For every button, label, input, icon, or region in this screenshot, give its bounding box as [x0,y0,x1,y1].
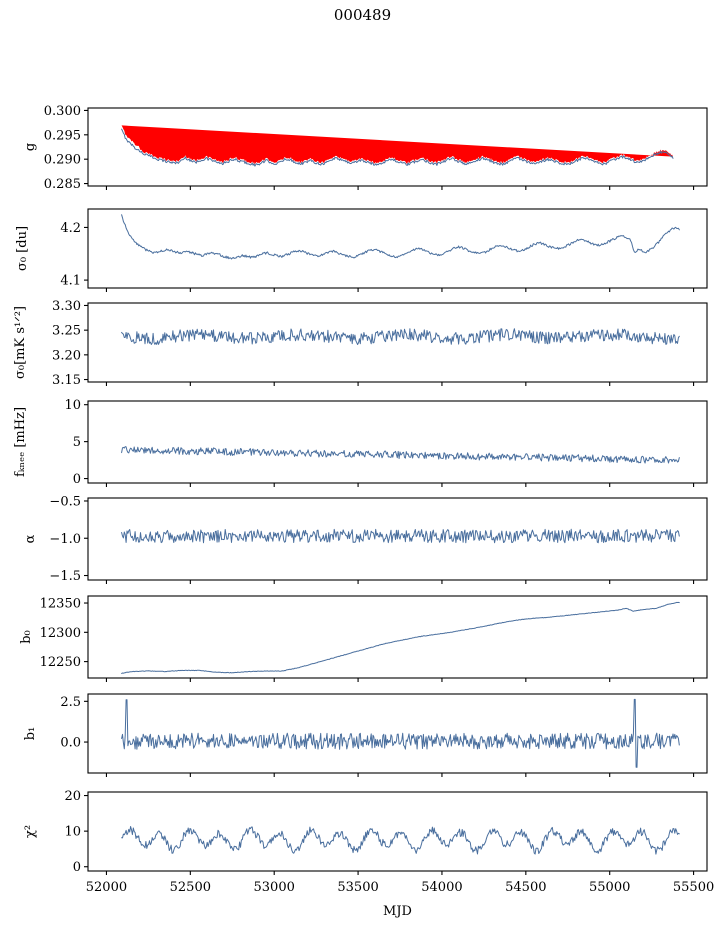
ylabel-6: b₀ [19,630,34,644]
ytick-label-6-0: 12250 [40,655,81,670]
ytick-label-1-0: 0.285 [44,177,81,192]
ytick-label-6-2: 12350 [40,597,81,612]
data-line-1 [121,128,674,167]
panel-frame-7 [87,693,708,774]
ytick-label-1-3: 0.300 [44,104,81,119]
data-line-3 [121,328,680,345]
ytick-label-8-2: 20 [64,789,81,804]
ytick-label-2-1: 4.2 [60,221,81,236]
ytick-label-5-1: −1.0 [49,532,81,547]
ylabel-1: g [23,143,38,151]
ytick-label-3-3: 3.30 [52,299,81,314]
data-line-6 [121,601,680,674]
panel-frame-6 [87,595,708,679]
panel-frame-3 [87,302,708,383]
ytick-label-3-0: 3.15 [52,373,81,388]
data-line-7 [121,698,680,768]
ytick-label-4-0: 0 [73,472,81,487]
ytick-label-4-2: 10 [64,398,81,413]
data-line-4 [121,446,680,464]
ylabel-8: χ² [23,825,38,838]
ytick-label-5-2: −0.5 [49,494,81,509]
ytick-label-8-1: 10 [64,825,81,840]
data-line-5 [121,528,680,544]
xtick-label-6: 55000 [589,880,630,895]
xtick-label-7: 55500 [673,880,714,895]
ytick-label-5-0: −1.5 [49,569,81,584]
xlabel: MJD [383,904,412,919]
ytick-label-4-1: 5 [73,435,81,450]
data-line-8 [121,826,680,855]
ylabel-4: fₖₙₑₑ [mHz] [13,407,28,477]
xtick-label-2: 53000 [254,880,295,895]
data-line-2 [121,214,680,260]
ylabel-3: σ₀[mK s¹ᐟ²] [13,306,28,379]
ylabel-5: α [23,534,38,543]
panel-frame-2 [87,208,708,289]
ytick-label-7-1: 2.5 [60,695,81,710]
ytick-label-6-1: 12300 [40,626,81,641]
ytick-label-3-1: 3.20 [52,348,81,363]
xtick-label-3: 53500 [337,880,378,895]
ytick-label-2-0: 4.1 [60,274,81,289]
xtick-label-0: 52000 [86,880,127,895]
ytick-label-1-1: 0.290 [44,153,81,168]
ytick-label-3-2: 3.25 [52,324,81,339]
xtick-label-4: 54000 [421,880,462,895]
ylabel-2: σ₀ [du] [15,226,30,271]
ytick-label-1-2: 0.295 [44,128,81,143]
g-error-band [121,125,674,165]
xtick-label-5: 54500 [505,880,546,895]
xtick-label-1: 52500 [170,880,211,895]
ytick-label-8-0: 0 [73,860,81,875]
ytick-label-7-0: 0.0 [60,736,81,751]
figure-title: 000489 [333,6,392,24]
panel-frame-4 [87,400,708,484]
ylabel-7: b₁ [23,727,38,741]
